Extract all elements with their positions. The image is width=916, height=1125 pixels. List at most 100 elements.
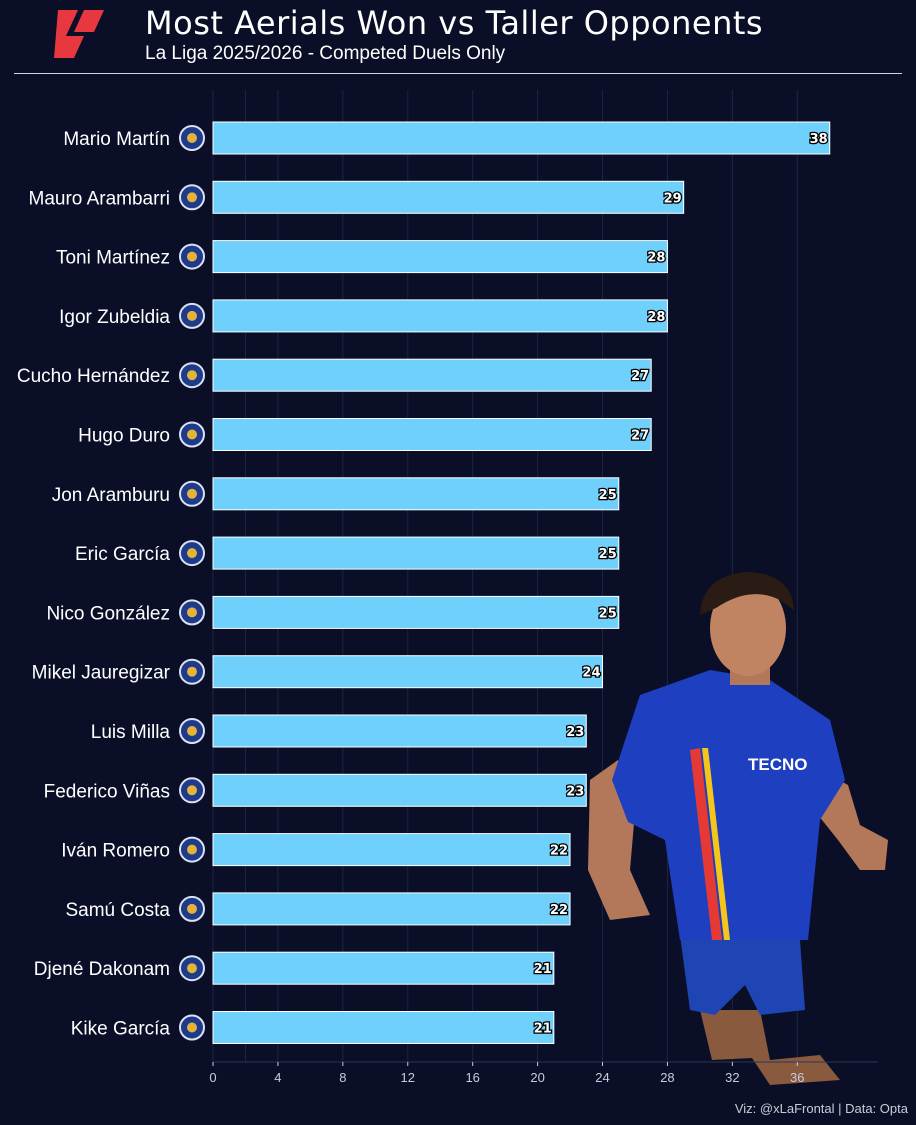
badge-core-13 [187,903,197,914]
data-credit: Viz: @xLaFrontal | Data: Opta [734,1101,908,1116]
category-labels: Mario Martín Mauro Arambarri Toni Martínez… [17,129,171,1040]
x-tick-label-8: 32 [725,1070,739,1085]
player-label-15: Kike García [71,1019,171,1040]
badge-core-14 [187,963,197,974]
badge-core-9 [187,666,197,677]
value-label-4: 27 [631,369,649,384]
bar-5 [212,418,652,451]
value-label-12: 22 [550,844,568,859]
x-tick-label-3: 12 [401,1070,415,1085]
x-tick-label-7: 28 [660,1070,674,1085]
bar-10 [212,714,587,748]
bar-0 [212,121,831,155]
player-label-4: Cucho Hernández [17,366,170,387]
badge-core-15 [187,1022,197,1033]
bar-8 [212,595,620,629]
bar-6 [212,477,620,511]
player-label-9: Mikel Jauregizar [32,663,171,684]
x-tick-label-9: 36 [790,1070,804,1085]
badge-core-5 [187,429,197,440]
value-label-10: 23 [566,725,584,740]
badge-core-1 [187,192,197,203]
bars-layer: 38 29 28 28 27 27 25 25 25 24 23 23 22 22 21 21 [212,121,831,1044]
player-label-3: Igor Zubeldia [59,307,170,328]
bar-15 [212,1011,555,1044]
bar-7 [212,536,620,570]
bar-2 [212,240,668,274]
bar-14 [212,951,555,985]
badge-core-11 [187,785,197,796]
badge-core-4 [187,370,197,381]
badge-core-10 [187,726,197,736]
jersey-stripe-yellow [702,748,730,940]
value-label-9: 24 [582,666,600,681]
laliga-logo-stroke-1 [54,10,84,58]
chart-subtitle: La Liga 2025/2026 - Competed Duels Only [145,43,506,64]
bar-3 [212,299,668,333]
x-tick-label-1: 4 [274,1070,281,1085]
value-label-1: 29 [664,191,682,206]
badge-core-3 [187,310,197,321]
value-label-11: 23 [566,784,584,799]
bar-4 [212,358,652,392]
player-label-6: Jon Aramburu [52,485,170,506]
player-label-14: Djené Dakonam [34,959,170,980]
value-label-7: 25 [599,547,617,562]
badge-core-8 [187,607,197,618]
player-photo-getafe-kit-icon: TECNO [588,572,888,1085]
player-label-8: Nico González [46,603,170,624]
real-sociedad-badge-icon [179,480,205,507]
badge-core-2 [187,251,197,262]
team-badges [179,125,205,1041]
value-label-8: 25 [599,606,617,621]
laliga-logo-icon [54,10,104,58]
value-label-6: 25 [599,488,617,503]
atletico-madrid-badge-icon [179,599,205,626]
getafe-badge-icon [179,718,205,744]
barcelona-badge-icon [179,540,205,567]
player-label-5: Hugo Duro [78,426,170,447]
player-shorts [680,935,805,1015]
getafe-badge-icon [179,955,205,982]
chart-title: Most Aerials Won vs Taller Opponents [145,4,764,42]
player-head [710,580,786,676]
player-label-12: Iván Romero [61,841,170,862]
getafe-badge-icon [179,125,205,151]
alaves-badge-icon [179,243,205,270]
athletic-club-badge-icon [179,658,205,685]
bar-13 [212,892,571,926]
badge-core-6 [187,488,197,499]
chart-header: Most Aerials Won vs Taller Opponents La … [0,0,916,76]
header-divider [14,73,902,74]
value-label-13: 22 [550,903,568,918]
bar-chart: TECNO 38 29 28 28 27 27 25 25 25 24 23 23 22 22 21 21 M… [17,90,888,1085]
player-label-7: Eric García [75,544,170,565]
bar-9 [212,655,604,689]
badge-core-0 [187,133,197,143]
valencia-badge-icon [179,421,205,448]
player-label-11: Federico Viñas [44,781,170,802]
jersey-stripe [690,748,722,940]
value-label-3: 28 [647,310,665,325]
player-label-2: Toni Martínez [56,248,170,269]
value-label-5: 27 [631,429,649,444]
player-label-0: Mario Martín [63,129,170,150]
player-label-10: Luis Milla [91,722,171,743]
real-oviedo-badge-icon [179,777,205,804]
bar-1 [212,180,685,214]
x-tick-label-5: 20 [530,1070,544,1085]
player-legs [700,1010,840,1085]
bar-11 [212,773,587,807]
value-label-0: 38 [810,132,828,147]
mallorca-badge-icon [179,895,205,922]
value-label-14: 21 [534,962,552,977]
espanyol-badge-icon [179,1014,205,1041]
value-label-2: 28 [647,251,665,266]
levante-badge-icon [179,836,205,863]
badge-core-7 [187,548,197,559]
player-label-1: Mauro Arambarri [29,188,171,209]
laliga-logo-stroke-2 [74,10,104,32]
player-jersey [612,670,845,940]
player-label-13: Samú Costa [65,900,170,921]
getafe-badge-icon [179,184,205,211]
